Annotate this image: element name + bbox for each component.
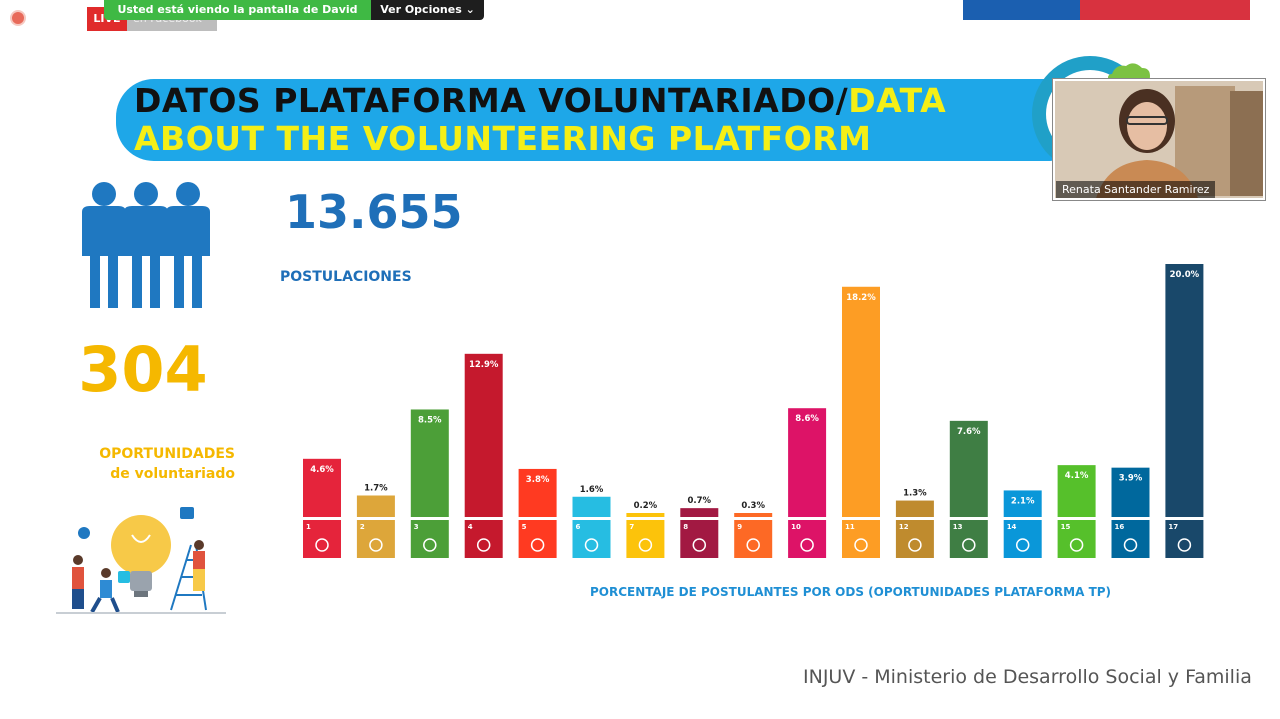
opportunities-label-line-2: de voluntariado xyxy=(110,466,235,482)
slide-title: DATOS PLATAFORMA VOLUNTARIADO/DATA ABOUT… xyxy=(134,82,1044,158)
ods-tick-label: 9 xyxy=(737,523,742,531)
ods-tick-label: 5 xyxy=(522,523,527,531)
ods-pictogram-icon xyxy=(584,538,599,552)
slide-title-english: DATA ABOUT THE VOLUNTEERING PLATFORM xyxy=(134,81,947,158)
ods-pictogram-icon xyxy=(1123,538,1138,552)
people-icon xyxy=(82,182,210,308)
opportunities-label-line-1: OPORTUNIDADES xyxy=(99,446,235,462)
ods-pictogram-icon xyxy=(746,538,760,552)
flag-stripe-red xyxy=(1080,0,1250,20)
ods-pictogram-icon xyxy=(638,538,653,552)
bar-ods-10 xyxy=(788,408,827,517)
bar-value-label: 3.8% xyxy=(526,475,550,485)
bar-value-label: 18.2% xyxy=(846,293,876,303)
bar-ods-2 xyxy=(356,495,395,517)
volunteers-lightbulb-illustration xyxy=(56,507,226,614)
bar-ods-7 xyxy=(626,513,665,517)
bar-value-label: 0.2% xyxy=(634,501,658,511)
bar-value-label: 4.1% xyxy=(1065,471,1089,481)
title-banner xyxy=(116,79,1056,161)
ods-tick-label: 12 xyxy=(899,523,909,531)
screen-share-notice: Usted está viendo la pantalla de David S… xyxy=(104,0,371,36)
bar-value-label: 0.7% xyxy=(688,496,712,506)
bar-value-label: 4.6% xyxy=(310,465,334,475)
bar-ods-8 xyxy=(680,508,719,517)
ods-pictogram-icon xyxy=(369,538,383,552)
bar-value-label: 3.9% xyxy=(1119,474,1143,484)
bar-value-label: 7.6% xyxy=(957,427,981,437)
view-options-button[interactable]: Ver Opciones ⌄ xyxy=(371,0,484,20)
opportunities-count: 304 xyxy=(78,333,208,406)
ods-tick-label: 15 xyxy=(1061,523,1071,531)
ods-tick-label: 16 xyxy=(1115,523,1125,531)
bar-ods-17 xyxy=(1165,264,1204,517)
bar-ods-15 xyxy=(1057,465,1096,517)
footer-institution: INJUV - Ministerio de Desarrollo Social … xyxy=(803,666,1252,688)
bar-value-label: 2.1% xyxy=(1011,496,1035,506)
ods-tick-label: 10 xyxy=(791,523,801,531)
ods-pictogram-icon xyxy=(1177,538,1192,552)
ods-tick-label: 3 xyxy=(414,523,419,531)
bar-ods-14 xyxy=(1003,490,1042,517)
ods-tick-label: 11 xyxy=(845,523,855,531)
bar-value-label: 12.9% xyxy=(469,360,499,370)
ods-pictogram-icon xyxy=(692,538,707,552)
ods-pictogram-icon xyxy=(854,538,868,552)
bar-value-label: 0.3% xyxy=(741,501,765,511)
applications-label: POSTULACIONES xyxy=(280,269,412,285)
ods-pictogram-icon xyxy=(1015,538,1030,552)
ods-tick-label: 17 xyxy=(1168,523,1178,531)
bar-ods-1 xyxy=(303,458,341,517)
bar-value-label: 8.6% xyxy=(795,414,819,424)
bar-ods-9 xyxy=(734,513,773,517)
bar-ods-13 xyxy=(949,420,988,517)
bar-ods-5 xyxy=(518,468,557,517)
bar-value-label: 20.0% xyxy=(1170,270,1200,280)
participant-name-label: Renata Santander Ramirez xyxy=(1056,181,1216,198)
applications-count: 13.655 xyxy=(285,185,463,239)
ods-tick-label: 14 xyxy=(1007,523,1017,531)
bar-ods-11 xyxy=(842,286,880,517)
bar-value-label: 1.7% xyxy=(364,483,388,493)
bar-ods-6 xyxy=(572,496,611,517)
ods-pictogram-icon xyxy=(315,538,329,552)
chart-caption: PORCENTAJE DE POSTULANTES POR ODS (OPORT… xyxy=(590,585,1112,599)
ods-pictogram-icon xyxy=(908,538,922,552)
flag-stripe-blue xyxy=(963,0,1080,20)
bar-ods-4 xyxy=(464,353,503,517)
ods-tick-label: 7 xyxy=(629,523,634,531)
bar-value-label: 8.5% xyxy=(418,415,442,425)
recording-indicator-icon xyxy=(12,12,24,24)
slide-title-spanish: DATOS PLATAFORMA VOLUNTARIADO/ xyxy=(134,81,849,120)
ods-pictogram-icon xyxy=(530,538,545,552)
ods-pictogram-icon xyxy=(476,538,491,552)
ods-tick-label: 1 xyxy=(306,523,311,531)
bar-ods-12 xyxy=(895,500,934,517)
ods-pictogram-icon xyxy=(423,538,437,552)
bar-ods-16 xyxy=(1111,467,1150,517)
ods-pictogram-icon xyxy=(800,538,814,552)
ods-pictogram-icon xyxy=(1069,538,1084,552)
ods-tick-label: 4 xyxy=(468,523,473,531)
ods-tick-label: 6 xyxy=(576,523,581,531)
opportunities-label: OPORTUNIDADES de voluntariado xyxy=(60,444,235,484)
ods-pictogram-icon xyxy=(962,538,976,552)
ods-tick-label: 2 xyxy=(360,523,365,531)
bar-ods-3 xyxy=(410,409,449,517)
ods-tick-label: 8 xyxy=(683,523,688,531)
bar-value-label: 1.3% xyxy=(903,489,927,499)
bar-value-label: 1.6% xyxy=(580,485,604,495)
ods-tick-label: 13 xyxy=(953,523,963,531)
